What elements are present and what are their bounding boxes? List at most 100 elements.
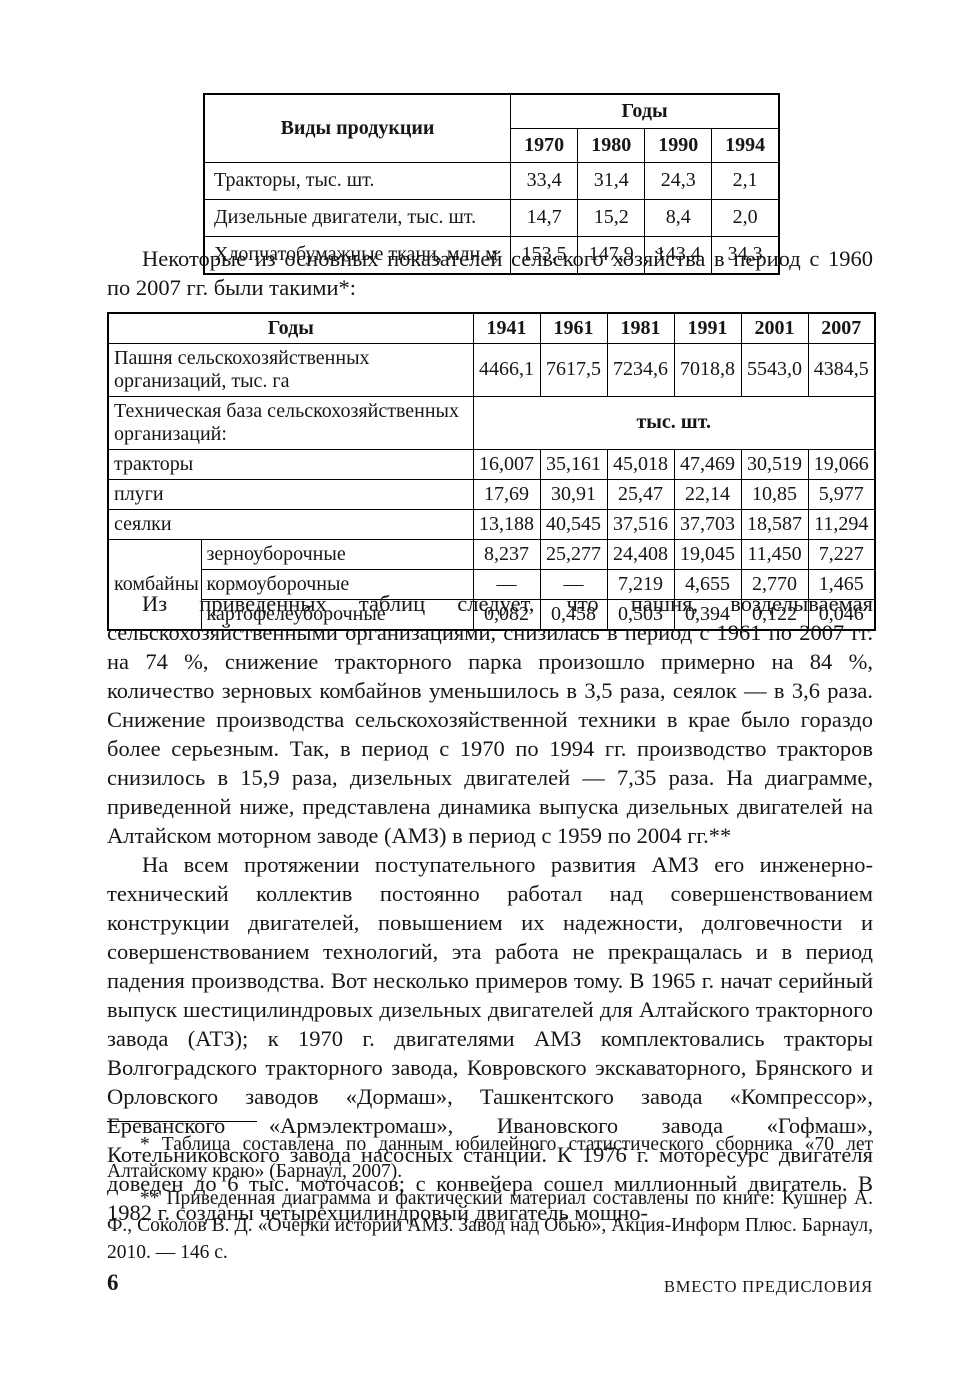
year-header: 1970: [510, 128, 579, 163]
row-label: Дизельные двигатели, тыс. шт.: [203, 199, 512, 237]
table-cell: 5,977: [807, 479, 876, 510]
year-header: 1941: [472, 312, 541, 344]
table-cell: 0,394: [673, 599, 742, 631]
table-cell: 25,277: [539, 539, 608, 570]
table-cell: —: [539, 569, 608, 600]
table-cell: 8,4: [644, 199, 713, 237]
table-cell: 147,9: [577, 236, 646, 275]
table-row: сеялки 13,188 40,545 37,516 37,703 18,58…: [107, 509, 876, 540]
table-cell: 2,1: [711, 162, 780, 200]
row-label: Тракторы, тыс. шт.: [203, 162, 512, 200]
table-row: 1970 1980 1990 1994: [204, 128, 780, 163]
table-row: комбайны зерноуборочные 8,237 25,277 24,…: [107, 539, 876, 631]
table-cell: 34,3: [711, 236, 780, 275]
years-group-header: Годы: [510, 93, 780, 129]
table-cell: 13,188: [472, 509, 541, 540]
table-cell: 7018,8: [673, 343, 742, 397]
footnotes: * Таблица составлена по данным юбилейног…: [107, 1121, 873, 1266]
year-header: 1990: [644, 128, 713, 163]
table-cell: 22,14: [673, 479, 742, 510]
row-label: кормоуборочные: [200, 569, 474, 600]
table-cell: 10,85: [740, 479, 809, 510]
table-cell: 45,018: [606, 449, 675, 480]
table-cell: 2,770: [740, 569, 809, 600]
table-cell: 24,3: [644, 162, 713, 200]
table-cell: 25,47: [606, 479, 675, 510]
agriculture-table: Годы 1941 1961 1981 1991 2001 2007 Пашня…: [107, 312, 876, 631]
page-number: 6: [107, 1270, 119, 1295]
table-cell: 16,007: [472, 449, 541, 480]
table-cell: 18,587: [740, 509, 809, 540]
row-label: зерноуборочные: [200, 539, 474, 570]
table-cell: 7617,5: [539, 343, 608, 397]
table-cell: 11,450: [740, 539, 809, 570]
table-cell: 35,161: [539, 449, 608, 480]
table-cell: 47,469: [673, 449, 742, 480]
table-cell: 11,294: [807, 509, 876, 540]
table-cell: 7234,6: [606, 343, 675, 397]
table-row: плуги 17,69 30,91 25,47 22,14 10,85 5,97…: [107, 479, 876, 510]
year-header: 1981: [606, 312, 675, 344]
year-header: 2001: [740, 312, 809, 344]
footnote: * Таблица составлена по данным юбилейног…: [107, 1134, 873, 1182]
table-cell: 143,4: [644, 236, 713, 275]
footnote: ** Приведенная диаграмма и фактический м…: [107, 1188, 873, 1263]
year-header: 1991: [673, 312, 742, 344]
combines-group-label: комбайны: [107, 539, 202, 631]
table-cell: 30,91: [539, 479, 608, 510]
table-row: Пашня сельскохозяйственных организаций, …: [107, 343, 876, 397]
table-cell: 1,465: [807, 569, 876, 600]
intro-paragraph: Некоторые из основных показателей сельск…: [107, 246, 873, 300]
table-cell: 30,519: [740, 449, 809, 480]
year-header: 1961: [539, 312, 608, 344]
table-row: тракторы 16,007 35,161 45,018 47,469 30,…: [107, 449, 876, 480]
row-label: плуги: [107, 479, 474, 510]
running-head: ВМЕСТО ПРЕДИСЛОВИЯ: [663, 1277, 873, 1296]
table-cell: 31,4: [577, 162, 646, 200]
production-table: Виды продукции Годы 1970 1980 1990 1994 …: [203, 93, 780, 275]
table-cell: 5543,0: [740, 343, 809, 397]
table-cell: 37,703: [673, 509, 742, 540]
row-label: сеялки: [107, 509, 474, 540]
table-cell: 7,227: [807, 539, 876, 570]
row-label: Пашня сельскохозяйственных организаций, …: [107, 343, 474, 397]
year-header: 1980: [577, 128, 646, 163]
body-paragraph: Из приведенных таблиц следует, что пашня…: [107, 591, 873, 848]
table-cell: 24,408: [606, 539, 675, 570]
table-cell: 19,066: [807, 449, 876, 480]
years-row-header: Годы: [107, 312, 474, 344]
body-text: Из приведенных таблиц следует, что пашня…: [107, 589, 873, 1227]
table-cell: 7,219: [606, 569, 675, 600]
table-cell: 14,7: [510, 199, 579, 237]
table-cell: 8,237: [472, 539, 541, 570]
table-cell: 0,503: [606, 599, 675, 631]
table-row: Техническая база сельскохозяйственных ор…: [107, 396, 876, 450]
table-row: Дизельные двигатели, тыс. шт. 14,7 15,2 …: [203, 199, 780, 237]
table-row: Тракторы, тыс. шт. 33,4 31,4 24,3 2,1: [203, 162, 780, 200]
table-cell: 40,545: [539, 509, 608, 540]
row-label: картофелеуборочные: [200, 599, 474, 631]
table-cell: 4384,5: [807, 343, 876, 397]
table-cell: 2,0: [711, 199, 780, 237]
table-cell: —: [472, 569, 541, 600]
body-paragraph: На всем протяжении поступательного разви…: [107, 852, 873, 1225]
table-cell: 17,69: [472, 479, 541, 510]
year-header: 1994: [711, 128, 780, 163]
table-cell: 19,045: [673, 539, 742, 570]
table-cell: 4,655: [673, 569, 742, 600]
table-cell: 153,5: [510, 236, 579, 275]
table-cell: 0,046: [807, 599, 876, 631]
table-cell: 0,082: [472, 599, 541, 631]
table-row: Хлопчатобумажные ткани, млн м 153,5 147,…: [203, 236, 780, 275]
table-cell: 37,516: [606, 509, 675, 540]
products-column-header: Виды продукции: [203, 93, 512, 163]
table-row: кормоуборочные — — 7,219 4,655 2,770 1,4…: [108, 569, 876, 600]
row-label: Хлопчатобумажные ткани, млн м: [203, 236, 512, 275]
unit-cell: тыс. шт.: [472, 396, 876, 450]
table-row: Виды продукции Годы: [203, 93, 780, 163]
table-cell: 33,4: [510, 162, 579, 200]
table-cell: 0,122: [740, 599, 809, 631]
row-label: Техническая база сельскохозяйственных ор…: [107, 396, 474, 450]
row-label: тракторы: [107, 449, 474, 480]
